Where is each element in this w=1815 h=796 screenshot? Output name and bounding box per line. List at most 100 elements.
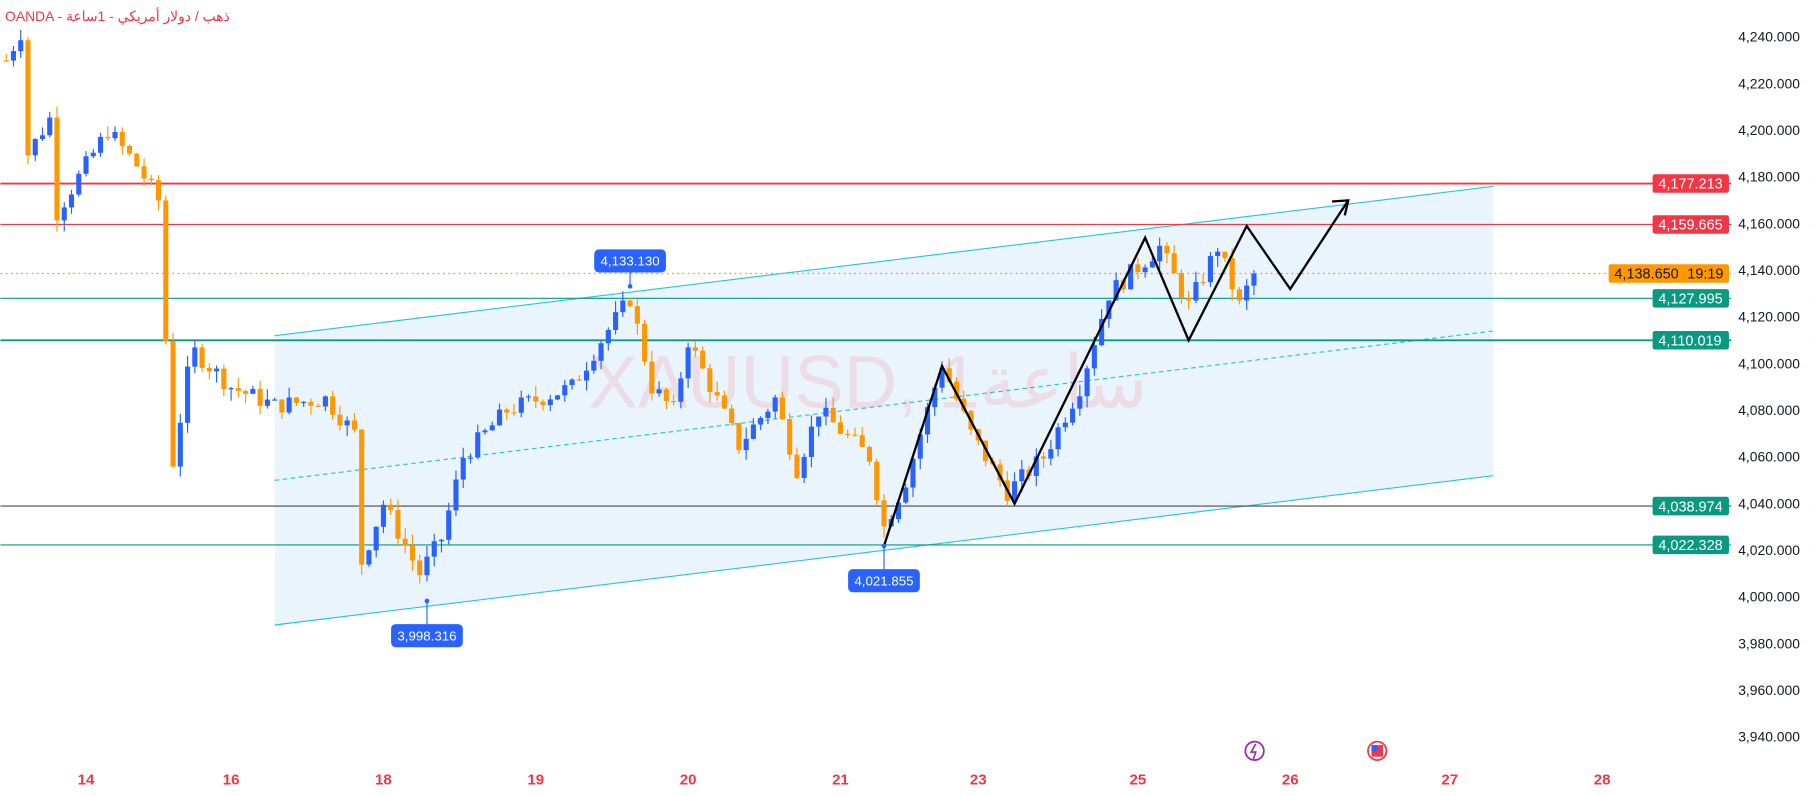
time-tick-label: 19 — [527, 771, 544, 788]
candle-body — [54, 117, 60, 221]
price-tick-label: 4,140.000 — [1738, 262, 1800, 278]
candle-body — [525, 396, 532, 398]
candle-body — [453, 479, 459, 511]
candle-body — [489, 425, 495, 431]
candle-body — [1113, 280, 1119, 301]
annotation-badge[interactable] — [848, 569, 920, 593]
candle-body — [293, 397, 299, 403]
candle-body — [547, 399, 553, 406]
candle-body — [373, 526, 379, 551]
price-tick-label: 3,940.000 — [1738, 729, 1800, 745]
candle-body — [511, 412, 517, 414]
price-axis-labels: 4,240.000 4,220.000 4,200.000 4,180.000 4,16… — [1738, 29, 1800, 745]
candle-body — [141, 166, 147, 179]
time-tick-label: 20 — [680, 771, 697, 788]
time-tick-label: 14 — [78, 771, 95, 788]
candle-body — [1142, 267, 1148, 273]
annotation-point — [881, 543, 887, 549]
candle-body — [932, 387, 938, 408]
candle-body — [1236, 289, 1242, 301]
candle-body — [409, 545, 415, 561]
events-markers[interactable] — [1244, 740, 1388, 762]
annotation-badge[interactable] — [391, 624, 463, 648]
candle-body — [1120, 280, 1126, 290]
candle-body — [946, 368, 952, 382]
candle-body — [402, 538, 408, 546]
candle-body — [605, 329, 611, 344]
channel-upper-line[interactable] — [274, 185, 1494, 337]
candle-body — [939, 368, 945, 388]
time-axis[interactable]: 14 16 18 19 20 21 23 25 26 27 28 — [78, 771, 1611, 788]
candle-body — [910, 458, 916, 488]
candle-body — [845, 433, 851, 436]
candle-body — [359, 429, 365, 565]
price-axis[interactable] — [1731, 0, 1815, 796]
price-tick-label: 3,960.000 — [1738, 682, 1800, 698]
projection-path[interactable] — [882, 199, 1350, 547]
candle-body — [801, 456, 807, 478]
price-badge-label: 4,138.650 — [1614, 267, 1678, 283]
candle-body — [540, 401, 546, 406]
annotation-badge[interactable] — [594, 249, 666, 273]
annotation-label: 4,021.855 — [854, 573, 913, 588]
us-flag-canton — [1371, 745, 1378, 751]
candle-body — [206, 367, 212, 372]
price-tick-label: 4,020.000 — [1738, 542, 1800, 558]
candle-body — [808, 426, 814, 457]
candle-body — [569, 379, 575, 386]
candle-body — [953, 381, 960, 399]
price-annotations: 4,133.130 3,998.316 4,021.855 — [391, 249, 920, 648]
candle-body — [68, 194, 75, 208]
lightning-icon — [1249, 743, 1257, 760]
candle-body — [685, 347, 691, 379]
candle-body — [438, 539, 445, 542]
candle-body — [482, 430, 488, 433]
price-badge — [1608, 264, 1729, 283]
candle-body — [156, 180, 162, 201]
candle-body — [1149, 261, 1155, 268]
price-tick-label: 4,080.000 — [1738, 402, 1800, 418]
price-badge-label: 4,038.974 — [1658, 499, 1722, 515]
candle-body — [199, 347, 205, 368]
candle-body — [649, 361, 655, 394]
candle-body — [794, 454, 800, 478]
candle-body — [446, 510, 452, 540]
candle-body — [504, 409, 510, 413]
candle-body — [1164, 245, 1170, 254]
candle-body — [18, 40, 24, 52]
candle-body — [997, 464, 1003, 481]
candle-body — [119, 131, 125, 146]
candle-body — [634, 306, 640, 324]
candle-body — [337, 414, 343, 426]
candle-body — [3, 60, 9, 62]
candle-body — [917, 434, 923, 459]
candle-body — [620, 300, 626, 313]
candle-body — [1128, 264, 1134, 290]
price-badge — [1652, 289, 1729, 308]
price-badge — [1652, 496, 1729, 516]
candles — [3, 29, 1257, 584]
candle-body — [322, 396, 328, 407]
candle-body — [1157, 245, 1163, 262]
candle-body — [76, 173, 82, 195]
lightning-event-icon[interactable] — [1244, 740, 1265, 762]
symbol-watermark: XAUUSD, 1ساعة — [589, 340, 1148, 423]
price-tick-label: 4,200.000 — [1738, 122, 1800, 138]
candle-body — [859, 435, 865, 447]
candle-body — [330, 396, 336, 415]
candle-body — [221, 368, 227, 390]
candle-body — [32, 139, 38, 156]
candle-body — [779, 397, 785, 420]
candle-body — [134, 153, 140, 167]
candle-body — [112, 131, 118, 139]
candle-body — [576, 379, 582, 381]
candle-body — [663, 389, 669, 401]
price-tick-label: 4,240.000 — [1738, 29, 1800, 45]
price-badge-label: 4,022.328 — [1658, 538, 1722, 554]
candle-body — [1033, 456, 1039, 477]
price-tick-label: 4,120.000 — [1738, 309, 1800, 325]
candle-body — [1135, 264, 1141, 273]
candle-body — [758, 418, 764, 425]
candle-body — [1222, 251, 1228, 259]
